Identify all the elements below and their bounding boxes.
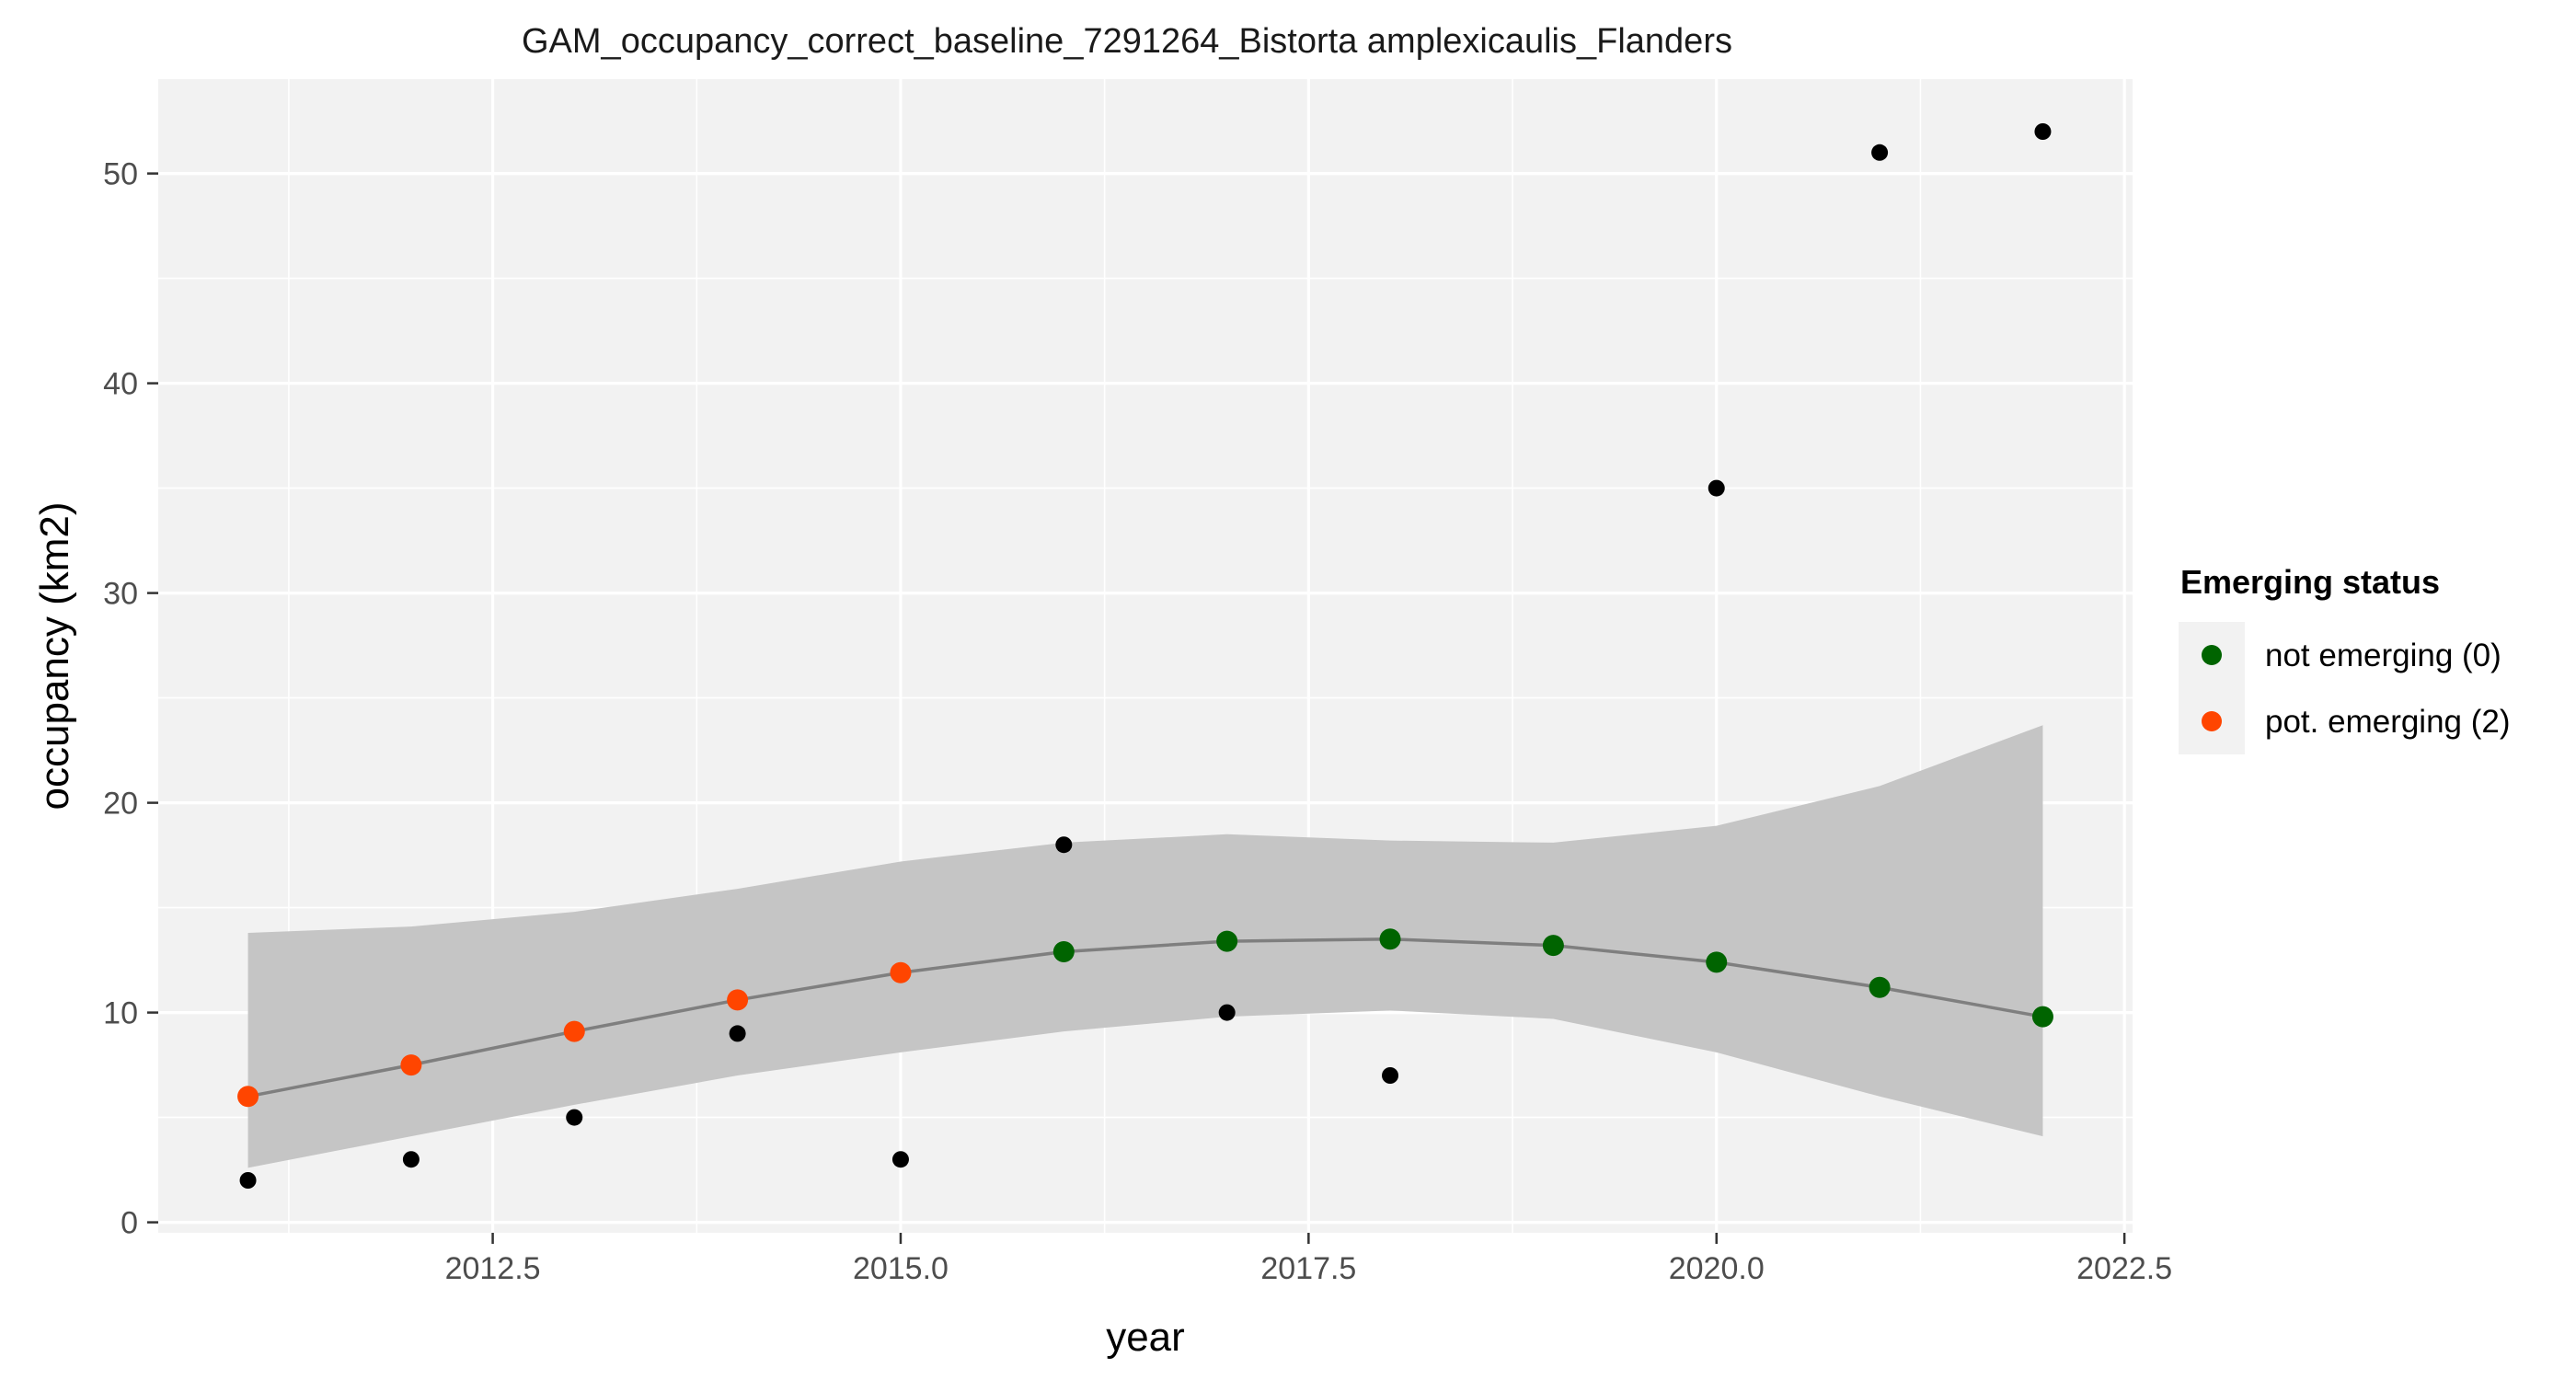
observed-point xyxy=(729,1025,746,1042)
observed-point xyxy=(891,1151,909,1168)
observed-points xyxy=(239,123,2052,1189)
x-tick-label: 2012.5 xyxy=(445,1251,541,1286)
observed-point xyxy=(1382,1067,1399,1084)
y-tick-label: 20 xyxy=(103,787,138,822)
fit-point xyxy=(1869,976,1891,998)
legend-label-not-emerging: not emerging (0) xyxy=(2265,638,2501,673)
fit-points xyxy=(237,928,2053,1108)
observed-point xyxy=(1708,479,1725,497)
fit-point xyxy=(727,989,749,1011)
observed-point xyxy=(1055,836,1073,854)
observed-point xyxy=(239,1172,257,1189)
x-tick-label: 2015.0 xyxy=(853,1251,949,1286)
legend-marker-not-emerging xyxy=(2202,645,2222,665)
y-tick-label: 30 xyxy=(103,577,138,612)
y-tick-label: 50 xyxy=(103,157,138,192)
observed-point xyxy=(566,1109,583,1126)
legend-key-background xyxy=(2179,622,2245,754)
fit-point xyxy=(400,1054,422,1076)
fit-point xyxy=(890,961,912,983)
x-tick-label: 2022.5 xyxy=(2076,1251,2172,1286)
observed-point xyxy=(1218,1004,1236,1021)
fit-point xyxy=(1379,928,1401,950)
fit-point xyxy=(237,1086,259,1108)
y-axis-title: occupancy (km2) xyxy=(32,501,77,810)
y-tick-label: 40 xyxy=(103,367,138,402)
x-axis: 2012.5 2015.0 2017.5 2020.0 2022.5 xyxy=(445,1233,2172,1286)
fit-point xyxy=(1216,930,1238,952)
observed-point xyxy=(2034,123,2052,140)
x-tick-label: 2017.5 xyxy=(1260,1251,1356,1286)
fit-point xyxy=(563,1020,585,1042)
y-tick-label: 10 xyxy=(103,996,138,1031)
fit-point xyxy=(2031,1006,2053,1028)
x-axis-title: year xyxy=(1106,1315,1185,1360)
y-tick-label: 0 xyxy=(121,1206,138,1241)
fit-line xyxy=(247,937,2043,1098)
fit-point xyxy=(1706,951,1728,973)
x-tick-label: 2020.0 xyxy=(1669,1251,1765,1286)
legend: Emerging status not emerging (0) pot. em… xyxy=(2179,563,2511,754)
fit-point xyxy=(1542,935,1564,957)
legend-marker-pot-emerging xyxy=(2202,711,2222,731)
chart-title: GAM_occupancy_correct_baseline_7291264_B… xyxy=(522,22,1732,61)
legend-label-pot-emerging: pot. emerging (2) xyxy=(2265,704,2511,740)
legend-title: Emerging status xyxy=(2180,563,2440,601)
y-axis: 0 10 20 30 40 50 xyxy=(103,157,158,1241)
observed-point xyxy=(1871,144,1889,161)
fit-point xyxy=(1052,940,1075,962)
observed-point xyxy=(402,1151,420,1168)
